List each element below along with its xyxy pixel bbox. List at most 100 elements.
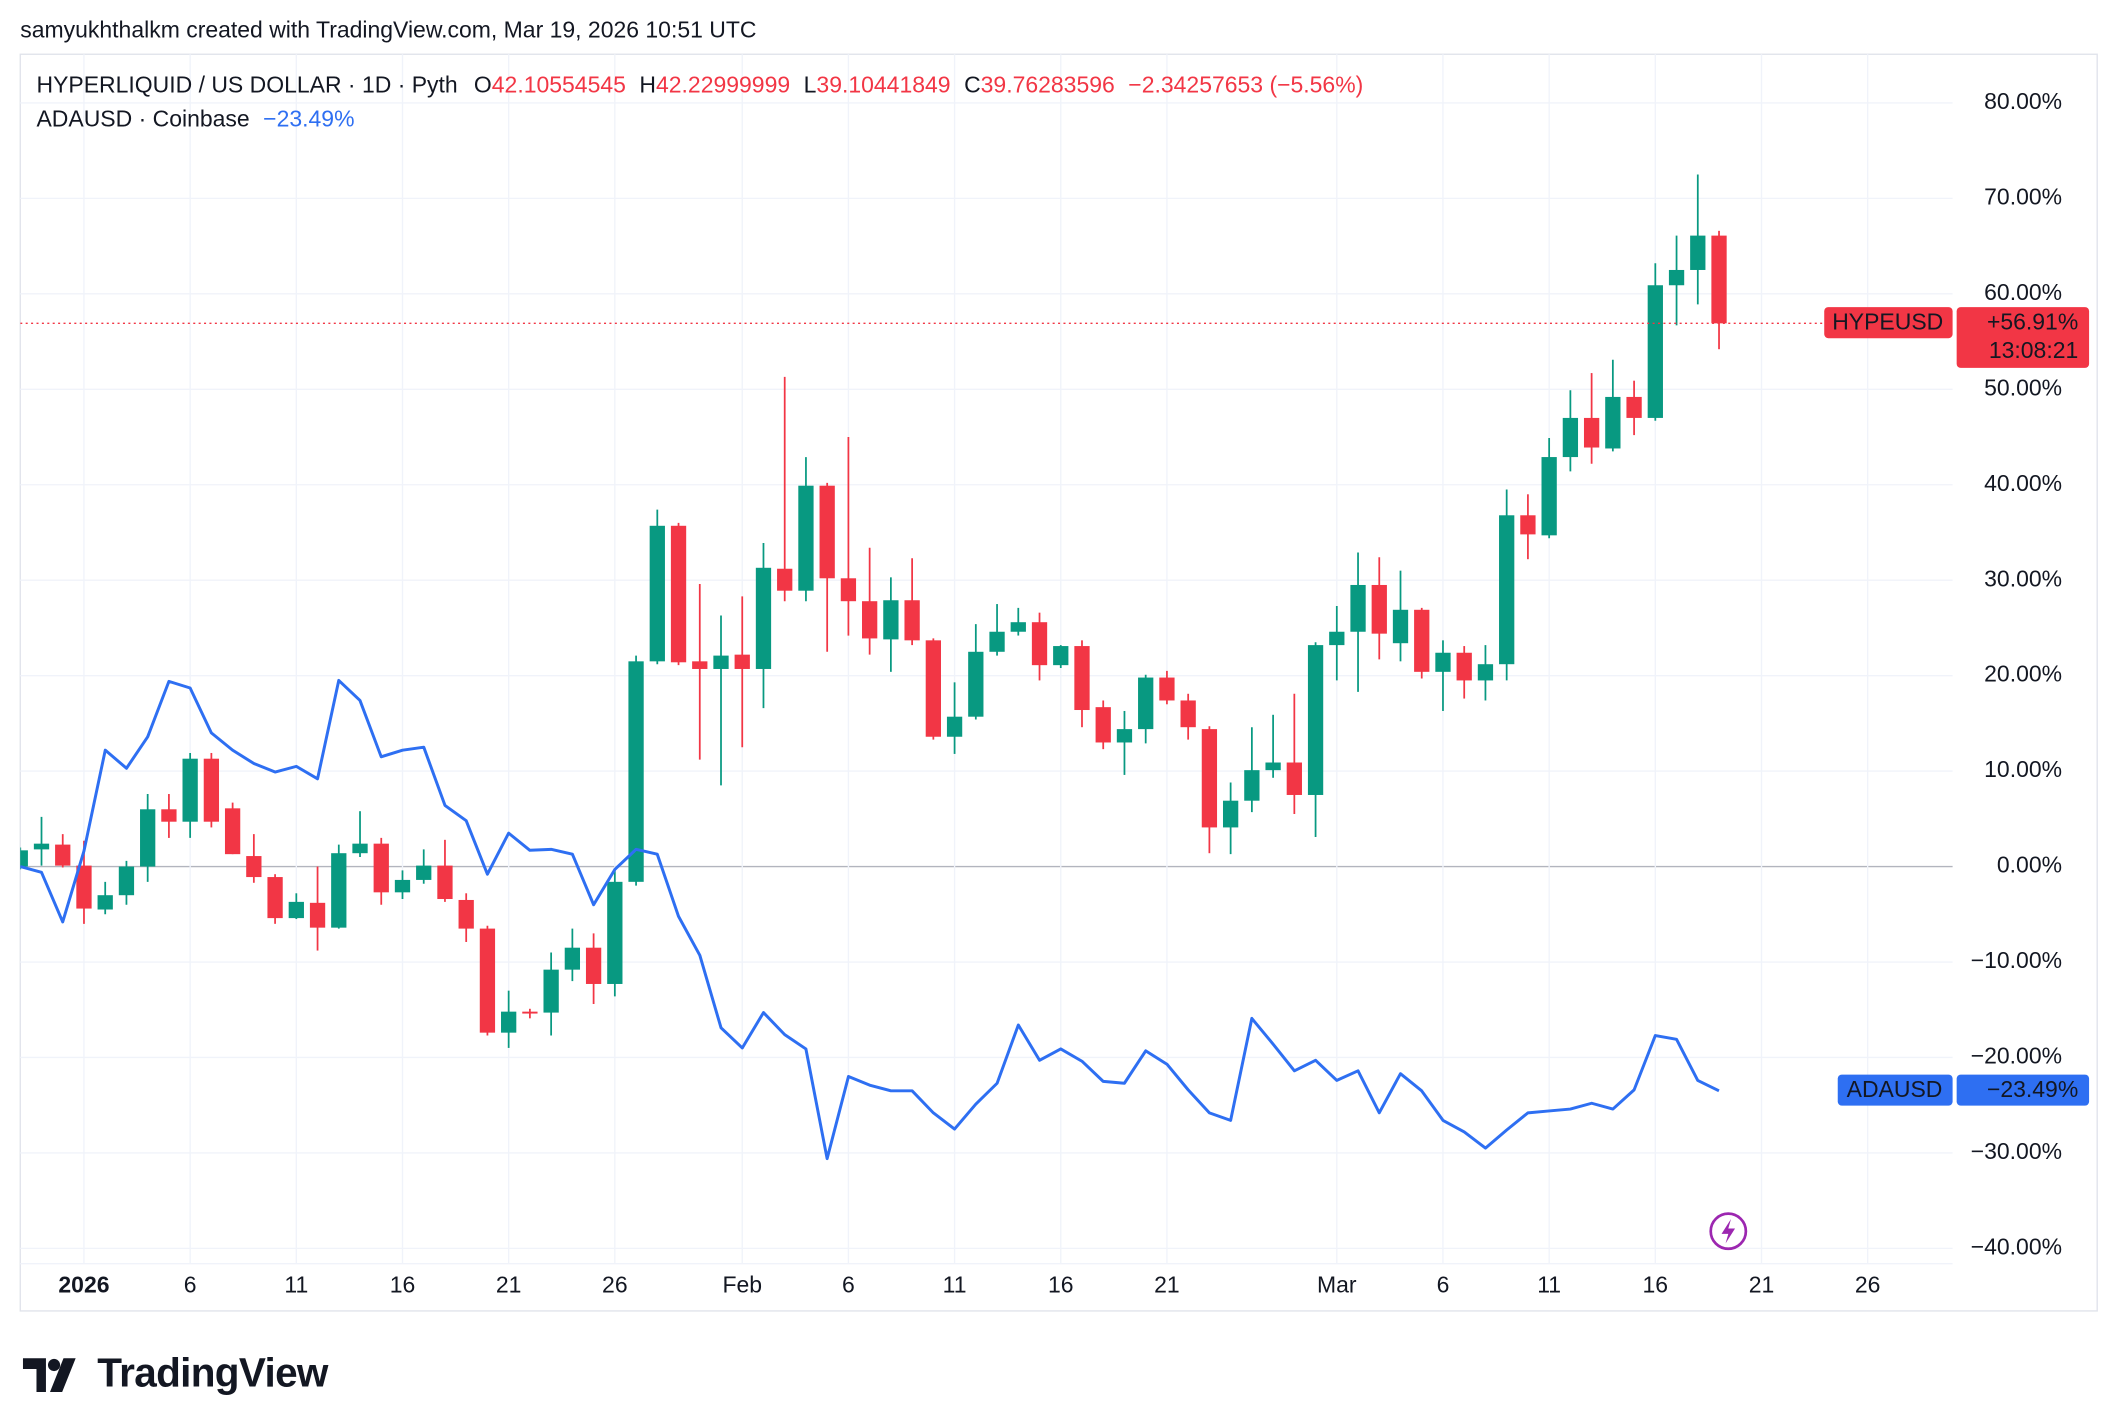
candle-body	[1711, 235, 1727, 324]
candle-body	[989, 631, 1005, 652]
price-label-box	[1956, 1074, 2090, 1106]
x-tick-label: 2026	[58, 1272, 109, 1298]
candle-body	[267, 877, 283, 919]
y-tick-label: −20.00%	[1971, 1043, 2062, 1069]
candle-body	[331, 853, 347, 928]
candle-body	[649, 525, 665, 662]
candle-body	[1222, 800, 1239, 828]
candle-body	[1435, 652, 1451, 672]
candle-body	[1053, 646, 1069, 666]
candle-body	[1477, 664, 1494, 681]
candle-body	[904, 600, 920, 641]
candle-body	[862, 601, 878, 639]
candle-body	[543, 969, 559, 1013]
candle-body	[777, 568, 793, 591]
candle-body	[203, 758, 220, 822]
candle-body	[1010, 622, 1026, 632]
x-tick-label: 26	[1855, 1272, 1881, 1298]
candle-body	[118, 866, 135, 896]
candle-body	[1095, 707, 1111, 743]
ohlc-value: 39.76283596	[981, 72, 1115, 98]
y-tick-label: −30.00%	[1971, 1138, 2062, 1164]
candle-body	[1541, 457, 1557, 536]
candle-body	[140, 809, 156, 867]
series-name-box	[1824, 307, 1953, 339]
grid	[20, 54, 1953, 1264]
candle-body	[55, 844, 71, 866]
ohlc-value: 42.22999999	[656, 72, 790, 98]
compare-change: −23.49%	[263, 106, 354, 132]
x-tick-label: 21	[1749, 1272, 1775, 1298]
candle-body	[1159, 677, 1175, 701]
candle-body	[713, 655, 729, 669]
brand-logo[interactable]: TradingView	[22, 1350, 330, 1396]
plot-area	[20, 174, 1953, 1161]
candle-body	[734, 654, 750, 669]
x-tick-label: 16	[390, 1272, 416, 1298]
candle-body	[373, 843, 389, 893]
candle-body	[883, 600, 899, 640]
y-tick-label: 50.00%	[1984, 374, 2062, 400]
candle-body	[670, 525, 687, 663]
candle-body	[352, 843, 368, 854]
candle-body	[628, 661, 644, 882]
candle-body	[1074, 646, 1090, 711]
ohlc-value: 39.10441849	[816, 72, 950, 98]
price-label-box	[1956, 307, 2090, 368]
brand-name: TradingView	[97, 1350, 329, 1396]
y-tick-label: 10.00%	[1984, 756, 2062, 782]
candle-body	[224, 808, 241, 855]
x-tick-label: 6	[1437, 1272, 1450, 1298]
candle-body	[20, 850, 28, 867]
candle-body	[1583, 417, 1600, 448]
x-tick-label: 6	[184, 1272, 197, 1298]
candle-body	[1626, 396, 1642, 418]
candle-body	[97, 895, 113, 910]
x-tick-label: Mar	[1317, 1272, 1357, 1298]
candle-body	[33, 843, 50, 850]
x-tick-label: 16	[1643, 1272, 1669, 1298]
candle-body	[522, 1011, 538, 1014]
chart-frame	[19, 53, 2098, 1312]
candle-body	[564, 947, 581, 970]
candle-body	[946, 716, 963, 737]
x-tick-label: 21	[1154, 1272, 1180, 1298]
candle-body	[585, 947, 602, 984]
candle-body	[1329, 631, 1345, 646]
x-tick-label: Feb	[722, 1272, 762, 1298]
candle-body	[819, 485, 835, 579]
y-tick-label: 70.00%	[1984, 183, 2062, 209]
y-tick-label: 80.00%	[1984, 88, 2062, 114]
y-tick-label: −10.00%	[1971, 947, 2062, 973]
candle-body	[161, 809, 177, 822]
y-tick-label: 20.00%	[1984, 661, 2062, 687]
price-label: −23.49%	[1987, 1076, 2078, 1102]
candle-body	[1180, 700, 1196, 728]
series-header: HYPERLIQUID / US DOLLAR · 1D · Pyth O42.1…	[36, 72, 1363, 98]
ohlc-key: H	[639, 72, 656, 98]
compare-title: ADAUSD · Coinbase	[36, 106, 249, 132]
change-value: −2.34257653 (−5.56%)	[1128, 72, 1363, 98]
series-name-box	[1837, 1074, 1953, 1106]
candle-body	[1244, 770, 1260, 801]
x-tick-label: 6	[842, 1272, 855, 1298]
event-icon[interactable]	[1709, 1212, 1748, 1251]
candle-body	[1392, 609, 1409, 644]
price-label: +56.91%	[1987, 308, 2078, 334]
candle-body	[288, 901, 304, 919]
candle-body	[840, 578, 857, 602]
candle-body	[394, 879, 411, 893]
series-name-label: HYPEUSD	[1832, 308, 1943, 334]
x-tick-label: 11	[1537, 1272, 1561, 1298]
candle-body	[1562, 417, 1579, 458]
candle-body	[1138, 677, 1154, 730]
y-tick-label: 0.00%	[1997, 852, 2062, 878]
candle-body	[437, 865, 453, 900]
candle-body	[607, 881, 623, 984]
compare-header: ADAUSD · Coinbase −23.49%	[36, 106, 354, 132]
candle-body	[1647, 285, 1663, 418]
y-tick-label: 60.00%	[1984, 279, 2062, 305]
candle-body	[755, 567, 772, 669]
x-tick-label: 16	[1048, 1272, 1074, 1298]
